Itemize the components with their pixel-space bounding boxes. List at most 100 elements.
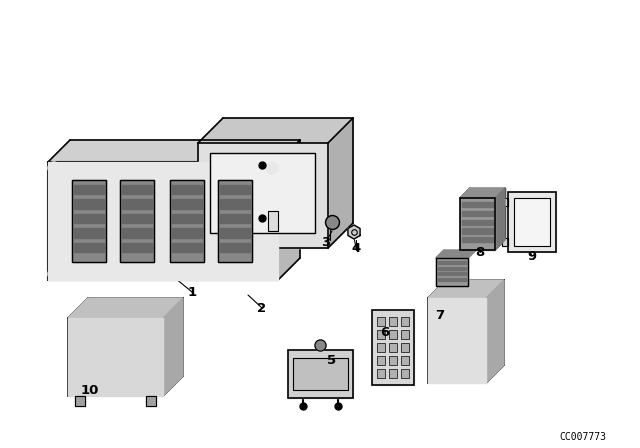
Bar	[377, 343, 385, 352]
Text: 1: 1	[188, 285, 196, 298]
Polygon shape	[172, 214, 202, 223]
Polygon shape	[438, 272, 466, 276]
Text: 7: 7	[435, 309, 445, 322]
Text: 6: 6	[380, 326, 390, 339]
Polygon shape	[220, 199, 250, 209]
Polygon shape	[438, 267, 466, 270]
Bar	[401, 343, 409, 352]
Bar	[75, 396, 85, 406]
Text: 10: 10	[81, 383, 99, 396]
Circle shape	[48, 268, 60, 280]
Polygon shape	[328, 118, 353, 248]
Text: 9: 9	[527, 250, 536, 263]
Bar	[288, 350, 353, 398]
Polygon shape	[74, 199, 104, 209]
Polygon shape	[170, 180, 204, 262]
Bar	[218, 180, 252, 262]
Bar	[377, 356, 385, 365]
Polygon shape	[460, 188, 505, 198]
Bar	[401, 356, 409, 365]
Polygon shape	[436, 258, 468, 286]
Polygon shape	[220, 228, 250, 237]
Bar	[377, 330, 385, 339]
Polygon shape	[74, 214, 104, 223]
Bar	[268, 211, 278, 231]
Polygon shape	[462, 202, 493, 207]
Polygon shape	[486, 280, 504, 383]
Polygon shape	[146, 396, 156, 406]
Bar	[146, 396, 156, 406]
Bar	[508, 192, 556, 252]
Polygon shape	[220, 243, 250, 252]
Polygon shape	[502, 198, 508, 206]
Polygon shape	[348, 225, 360, 239]
Polygon shape	[172, 199, 202, 209]
Polygon shape	[460, 198, 495, 250]
Polygon shape	[502, 238, 508, 246]
Polygon shape	[172, 185, 202, 194]
Circle shape	[266, 162, 278, 174]
Bar	[389, 330, 397, 339]
Bar	[389, 317, 397, 326]
Polygon shape	[428, 298, 486, 383]
Bar	[389, 356, 397, 365]
Polygon shape	[462, 228, 493, 234]
Polygon shape	[278, 140, 300, 280]
Polygon shape	[462, 220, 493, 225]
Polygon shape	[74, 243, 104, 252]
Polygon shape	[198, 143, 328, 248]
Polygon shape	[163, 298, 183, 396]
Bar	[72, 180, 106, 262]
Polygon shape	[48, 140, 300, 162]
Bar	[389, 369, 397, 378]
Bar	[502, 198, 508, 206]
Bar	[210, 153, 315, 233]
Polygon shape	[122, 228, 152, 237]
Bar	[460, 198, 495, 250]
Polygon shape	[288, 350, 353, 398]
Polygon shape	[75, 396, 85, 406]
Polygon shape	[122, 185, 152, 194]
Circle shape	[266, 268, 278, 280]
Polygon shape	[198, 118, 353, 143]
Polygon shape	[462, 211, 493, 216]
Polygon shape	[436, 250, 476, 258]
Polygon shape	[74, 185, 104, 194]
Polygon shape	[74, 228, 104, 237]
Polygon shape	[220, 185, 250, 194]
Circle shape	[48, 162, 60, 174]
Bar	[372, 310, 414, 385]
Bar	[377, 369, 385, 378]
Polygon shape	[508, 192, 556, 252]
Polygon shape	[122, 199, 152, 209]
Polygon shape	[428, 280, 504, 298]
Bar	[170, 180, 204, 262]
Polygon shape	[48, 162, 278, 280]
Polygon shape	[438, 261, 466, 264]
Bar	[436, 258, 468, 286]
Polygon shape	[372, 310, 414, 385]
Bar	[514, 198, 550, 246]
Bar	[502, 238, 508, 246]
Polygon shape	[495, 188, 505, 250]
Polygon shape	[68, 318, 163, 396]
Bar	[377, 317, 385, 326]
Text: 5: 5	[328, 353, 337, 366]
Polygon shape	[72, 180, 106, 262]
Text: 3: 3	[321, 236, 331, 249]
Bar	[401, 330, 409, 339]
Bar	[389, 343, 397, 352]
Polygon shape	[218, 180, 252, 262]
Text: CC007773: CC007773	[559, 432, 607, 442]
Bar	[293, 358, 348, 390]
Bar	[401, 317, 409, 326]
Polygon shape	[68, 298, 183, 318]
Text: 2: 2	[257, 302, 267, 314]
Bar	[120, 180, 154, 262]
Text: 8: 8	[476, 246, 484, 258]
Polygon shape	[122, 243, 152, 252]
Polygon shape	[172, 243, 202, 252]
Polygon shape	[438, 277, 466, 281]
Text: 4: 4	[351, 241, 360, 254]
Polygon shape	[122, 214, 152, 223]
